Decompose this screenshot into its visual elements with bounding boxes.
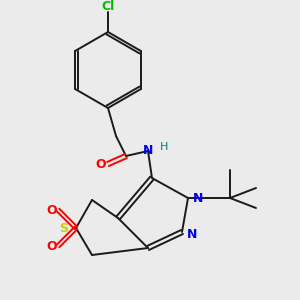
Text: N: N xyxy=(143,143,153,157)
Text: O: O xyxy=(96,158,106,170)
Text: O: O xyxy=(47,203,57,217)
Text: N: N xyxy=(187,227,197,241)
Text: Cl: Cl xyxy=(101,0,115,13)
Text: S: S xyxy=(59,221,68,235)
Text: O: O xyxy=(47,239,57,253)
Text: N: N xyxy=(193,191,203,205)
Text: H: H xyxy=(160,142,168,152)
